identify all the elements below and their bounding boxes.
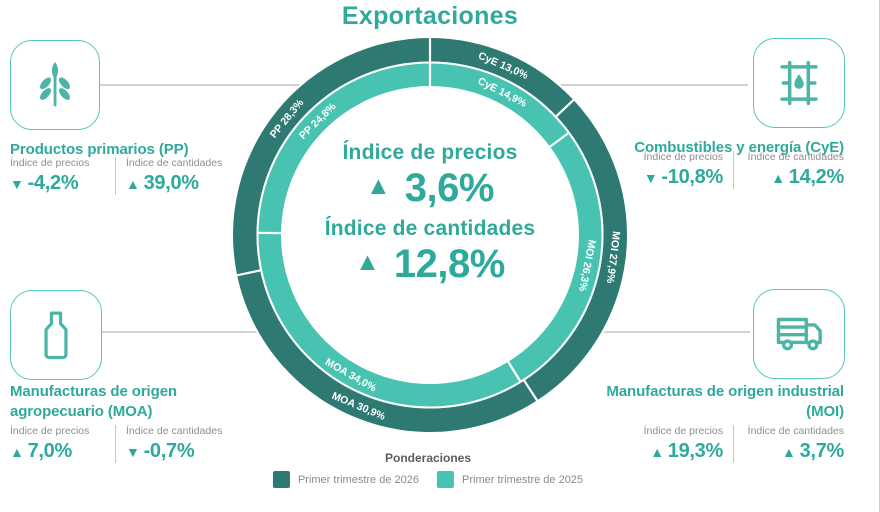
center-qty-value: 12,8%	[393, 242, 505, 286]
qty-index-value: -0,7%	[143, 440, 195, 462]
segment-separator	[506, 360, 522, 383]
inner-ring-segment-moa	[258, 232, 521, 407]
center-qty-label: Índice de cantidades	[324, 217, 536, 240]
connector-line-pp	[100, 84, 330, 86]
up-triangle-icon: ▲	[771, 170, 785, 186]
segment-separator	[235, 269, 262, 277]
legend-item-2026: Primer trimestre de 2026	[272, 471, 419, 488]
up-triangle-icon: ▲	[366, 171, 391, 200]
outer-ring-segment-moi	[524, 100, 627, 401]
qty-index-label: Índice de cantidades	[747, 425, 844, 437]
legend-title: Ponderaciones	[384, 451, 472, 465]
qty-index-label: Índice de cantidades	[126, 425, 223, 437]
card-icon-box-moi	[753, 289, 845, 379]
qty-index-label: Índice de cantidades	[126, 157, 223, 169]
truck-icon	[776, 317, 822, 351]
down-triangle-icon: ▼	[10, 176, 24, 192]
up-triangle-icon: ▲	[782, 444, 796, 460]
legend-label-2026: Primer trimestre de 2026	[297, 473, 419, 486]
card-stats-pp: Índice de precios ▼ -4,2% Índice de canti…	[10, 157, 244, 195]
oil-barrel-icon	[780, 60, 818, 106]
price-index-value: 7,0%	[27, 440, 73, 462]
inner-ring-segment-pp	[258, 63, 430, 234]
price-index-value: -4,2%	[27, 172, 79, 194]
card-icon-box-cye	[753, 38, 845, 128]
segment-separator	[548, 131, 570, 149]
center-price-value: 3,6%	[404, 166, 495, 210]
card-stats-moi: Índice de precios ▲ 19,3% Índice de canti…	[628, 425, 844, 463]
wheat-icon	[40, 61, 70, 107]
card-title-cye: Combustibles y energía (CyE)	[634, 139, 844, 156]
price-index-label: Índice de precios	[10, 425, 90, 437]
legend-swatch-2026	[272, 471, 290, 488]
outer-ring-segment-cye	[430, 38, 574, 117]
legend-label-2025: Primer trimestre de 2025	[462, 473, 584, 486]
chart-legend: Ponderaciones Primer trimestre de 2026 P…	[272, 451, 583, 488]
donut-hole	[280, 85, 580, 385]
qty-index-value: 39,0%	[143, 172, 200, 194]
donut-center-text: Índice de precios ▲ 3,6% Índice de canti…	[245, 141, 615, 293]
center-price-label: Índice de precios	[342, 141, 518, 164]
up-triangle-icon: ▲	[126, 176, 140, 192]
price-index-label: Índice de precios	[643, 151, 723, 163]
qty-index-value: 14,2%	[788, 166, 845, 188]
up-triangle-icon: ▲	[10, 444, 24, 460]
donut-chart: CyE 13,0%MOI 27,9%MOA 30,9%PP 28,3%CyE 1…	[231, 36, 629, 434]
outer-ring-segment-moa	[237, 270, 538, 432]
card-title-pp: Productos primarios (PP)	[10, 141, 189, 158]
inner-ring-segment-cye	[430, 63, 569, 147]
connector-line-moi	[585, 331, 750, 333]
card-stats-moa: Índice de precios ▲ 7,0% Índice de cantid…	[10, 425, 244, 463]
qty-index-label: Índice de cantidades	[747, 151, 844, 163]
card-icon-box-pp	[10, 40, 100, 130]
up-triangle-icon: ▲	[355, 247, 380, 276]
connector-line-moa	[102, 331, 277, 333]
price-index-value: -10,8%	[661, 166, 723, 188]
legend-item-2025: Primer trimestre de 2025	[437, 471, 583, 488]
page-title: Exportaciones	[341, 2, 519, 30]
connector-line-cye	[530, 84, 748, 86]
card-stats-cye: Índice de precios ▼ -10,8% Índice de cant…	[628, 151, 844, 189]
price-index-label: Índice de precios	[10, 157, 90, 169]
outer-ring-segment-pp	[233, 38, 430, 276]
price-index-value: 19,3%	[667, 440, 724, 462]
down-triangle-icon: ▼	[643, 170, 658, 186]
down-triangle-icon: ▼	[126, 444, 140, 460]
price-index-label: Índice de precios	[643, 425, 723, 437]
legend-swatch-2025	[437, 471, 454, 488]
card-title-moi: Manufacturas de origen industrial (MOI)	[606, 383, 844, 420]
bottle-icon	[44, 311, 68, 360]
qty-index-value: 3,7%	[799, 440, 845, 462]
card-title-moa: Manufacturas de origen agropecuario (MOA…	[10, 383, 177, 420]
card-icon-box-moa	[10, 290, 102, 380]
inner-ring-segment-moi	[508, 133, 602, 381]
segment-separator	[522, 379, 539, 402]
segment-separator	[554, 98, 575, 118]
up-triangle-icon: ▲	[650, 444, 664, 460]
